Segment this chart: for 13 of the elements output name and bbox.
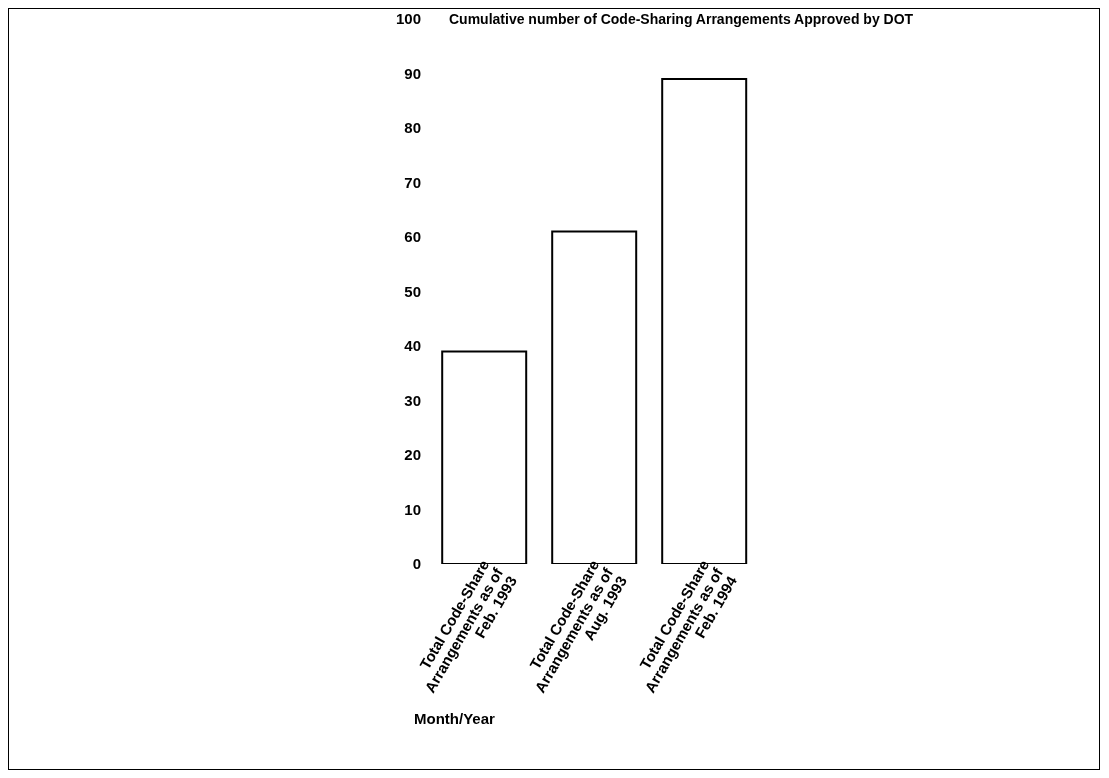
x-axis-title: Month/Year [414, 710, 496, 727]
y-tick-label: 100 [395, 10, 421, 28]
y-tick-label: 30 [404, 391, 421, 409]
y-tick-label: 80 [404, 119, 421, 137]
y-tick-label: 10 [404, 500, 421, 518]
y-tick-label: 70 [404, 173, 421, 191]
y-tick-label: 20 [404, 446, 421, 464]
chart-title: Cumulative number of Code-Sharing Arrangements Approved by DOT [449, 11, 914, 27]
y-tick-label: 40 [404, 337, 421, 355]
y-tick-label: 60 [404, 228, 421, 246]
y-tick-label: 50 [404, 282, 421, 300]
y-tick-label: 0 [412, 555, 421, 573]
y-tick-label: 90 [404, 64, 421, 82]
